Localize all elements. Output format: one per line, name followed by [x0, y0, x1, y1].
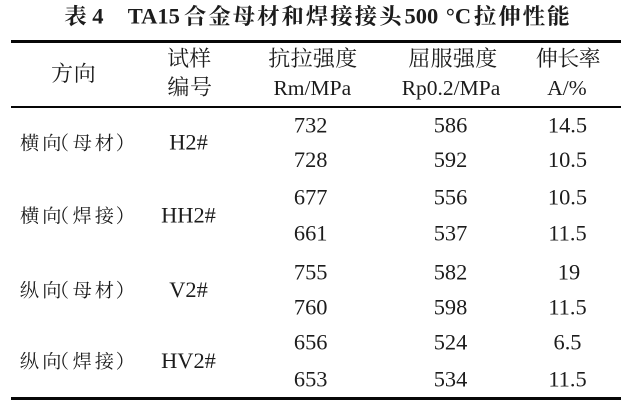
- svg-text:524: 524: [434, 330, 468, 355]
- svg-text:4: 4: [92, 4, 103, 29]
- svg-text:534: 534: [434, 367, 468, 392]
- svg-text:653: 653: [294, 367, 328, 392]
- svg-text:537: 537: [434, 221, 468, 246]
- svg-text:HV2#: HV2#: [161, 348, 216, 373]
- svg-text:677: 677: [294, 184, 328, 209]
- svg-text:6.5: 6.5: [554, 330, 582, 355]
- svg-text:Rm/MPa: Rm/MPa: [273, 76, 351, 100]
- svg-text:586: 586: [434, 112, 468, 137]
- svg-text:V2#: V2#: [169, 277, 208, 302]
- svg-text:582: 582: [434, 260, 468, 285]
- svg-text:HH2#: HH2#: [161, 203, 216, 228]
- svg-text:19: 19: [558, 260, 580, 285]
- svg-text:500: 500: [405, 4, 439, 29]
- svg-text:661: 661: [294, 221, 328, 246]
- svg-text:656: 656: [294, 330, 328, 355]
- svg-text:10.5: 10.5: [548, 184, 587, 209]
- svg-text:556: 556: [434, 184, 468, 209]
- svg-text:11.5: 11.5: [548, 367, 586, 392]
- svg-text:728: 728: [294, 147, 328, 172]
- svg-text:598: 598: [434, 295, 468, 320]
- svg-text:10.5: 10.5: [548, 147, 587, 172]
- svg-text:760: 760: [294, 295, 328, 320]
- svg-text:11.5: 11.5: [548, 295, 586, 320]
- svg-text:Rp0.2/MPa: Rp0.2/MPa: [402, 76, 501, 100]
- svg-text:592: 592: [434, 147, 468, 172]
- svg-text:°C: °C: [446, 4, 471, 29]
- svg-text:11.5: 11.5: [548, 221, 586, 246]
- svg-text:A/%: A/%: [547, 76, 587, 100]
- svg-text:H2#: H2#: [169, 130, 208, 155]
- svg-text:732: 732: [294, 112, 328, 137]
- svg-text:14.5: 14.5: [548, 112, 587, 137]
- svg-text:TA15: TA15: [128, 4, 180, 29]
- svg-text:755: 755: [294, 260, 328, 285]
